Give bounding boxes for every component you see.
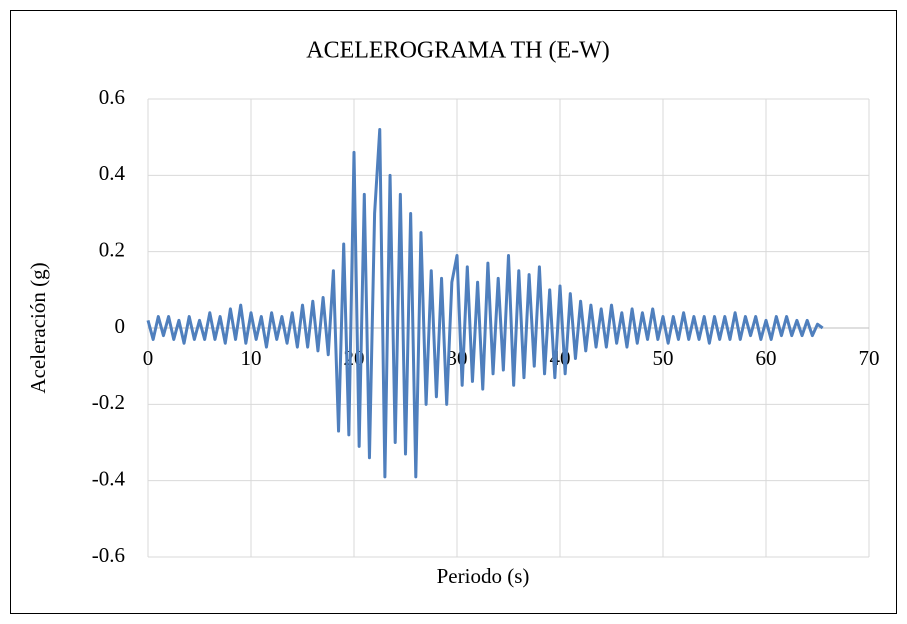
data-line bbox=[146, 128, 824, 479]
chart-title: ACELEROGRAMA TH (E-W) bbox=[306, 38, 610, 64]
x-tick-label: 10 bbox=[241, 346, 262, 370]
x-tick-label: 50 bbox=[653, 346, 674, 370]
x-tick-label: 0 bbox=[143, 346, 154, 370]
y-tick-label: -0.4 bbox=[92, 466, 126, 490]
y-tick-label: 0 bbox=[115, 314, 126, 338]
y-axis-title: Aceleración (g) bbox=[26, 262, 50, 393]
y-tick-label: 0.4 bbox=[99, 161, 126, 185]
y-tick-label: -0.2 bbox=[92, 390, 125, 414]
x-tick-label: 70 bbox=[859, 346, 880, 370]
y-tick-label: -0.6 bbox=[92, 543, 125, 567]
x-axis-title: Periodo (s) bbox=[437, 564, 530, 588]
chart-border bbox=[10, 10, 897, 614]
y-tick-label: 0.6 bbox=[99, 85, 125, 109]
y-tick-label: 0.2 bbox=[99, 237, 125, 261]
x-tick-label: 60 bbox=[756, 346, 777, 370]
